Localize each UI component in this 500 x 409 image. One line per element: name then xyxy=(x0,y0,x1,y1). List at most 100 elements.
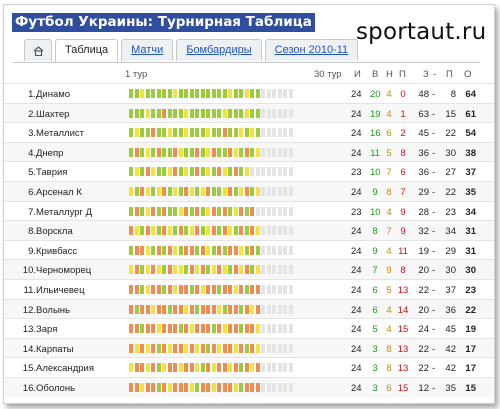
table-row[interactable]: 7. Металлург Д 23 10 4 9 28-23 34 xyxy=(4,200,494,221)
tab-matches[interactable]: Матчи xyxy=(121,39,174,61)
team-rank: 11. xyxy=(23,285,36,296)
form-cell xyxy=(145,245,150,255)
goals-dash: - xyxy=(432,167,436,179)
form-cell xyxy=(145,383,150,392)
form-cell xyxy=(145,128,150,138)
form-cell xyxy=(140,167,144,177)
form-cell xyxy=(206,285,210,294)
draws-count: 8 xyxy=(386,363,392,375)
form-cell xyxy=(145,363,150,373)
form-cell xyxy=(222,304,227,314)
tab-home[interactable] xyxy=(24,39,52,61)
table-row[interactable]: 15. Александрия 24 3 8 13 22-42 17 xyxy=(4,357,494,377)
draws-count: 4 xyxy=(386,245,392,257)
form-cell xyxy=(288,343,293,353)
form-cell xyxy=(222,108,227,118)
form-cell xyxy=(173,304,177,314)
table-row[interactable]: 1. Динамо 24 20 4 0 48- 8 64 xyxy=(4,83,494,103)
table-row[interactable]: 8. Ворскла 24 8 7 9 32-34 31 xyxy=(4,220,494,241)
form-cell xyxy=(250,128,254,138)
form-cell xyxy=(261,285,265,294)
goals-scored: 63 xyxy=(418,108,429,120)
goals-conceded: 15 xyxy=(445,108,456,120)
tab-table[interactable]: Таблица xyxy=(55,39,119,62)
losses-count: 14 xyxy=(397,304,409,316)
form-cell xyxy=(167,187,172,196)
losses-count: 13 xyxy=(397,285,409,296)
table-row[interactable]: 16. Оболонь 24 3 6 15 12-35 15 xyxy=(4,377,494,397)
form-cell xyxy=(272,265,276,275)
form-cell xyxy=(167,265,172,275)
goals-dash: - xyxy=(432,265,436,277)
table-row[interactable]: 12. Волынь 24 6 4 14 20-36 22 xyxy=(4,298,494,319)
form-cell xyxy=(206,343,210,353)
form-cell xyxy=(239,285,243,294)
form-cell xyxy=(272,108,276,118)
wins-count: 20 xyxy=(370,89,381,100)
form-cell xyxy=(244,206,249,216)
form-cell xyxy=(250,147,254,157)
form-cell xyxy=(184,206,188,216)
form-cell xyxy=(272,383,276,392)
table-row[interactable]: 11. Ильичевец 24 6 5 13 22-37 23 xyxy=(4,279,494,299)
form-cell xyxy=(178,324,183,334)
form-cell xyxy=(277,206,282,216)
form-cell xyxy=(283,206,287,216)
table-row[interactable]: 13. Заря 24 5 4 15 24-45 19 xyxy=(4,318,494,338)
team-name: Ильичевец xyxy=(36,285,85,296)
form-cell xyxy=(266,324,271,334)
form-cell xyxy=(129,187,133,196)
form-cell xyxy=(266,245,271,255)
form-cell xyxy=(167,147,172,157)
wins-count: 6 xyxy=(372,304,378,316)
form-cell xyxy=(250,304,254,314)
form-cell xyxy=(167,89,172,98)
form-cell xyxy=(283,324,287,334)
form-cell xyxy=(184,285,188,294)
form-cell xyxy=(217,304,221,314)
table-row[interactable]: 5. Таврия 23 10 7 6 36-27 37 xyxy=(4,161,494,181)
goals-scored: 22 xyxy=(418,343,429,355)
table-row[interactable]: 9. Кривбасс 24 9 4 11 19-29 31 xyxy=(4,239,494,260)
form-cell xyxy=(167,128,172,138)
form-cell xyxy=(283,265,287,275)
goals-conceded: 22 xyxy=(445,187,456,198)
form-cell xyxy=(261,383,265,392)
form-cell xyxy=(217,108,221,118)
form-cell xyxy=(211,147,216,157)
header-conceded: П xyxy=(446,69,453,80)
form-cell xyxy=(228,363,232,373)
form-cell xyxy=(189,383,194,392)
table-row[interactable]: 3. Металлист 24 16 6 2 45-22 54 xyxy=(4,122,494,142)
goals-dash: - xyxy=(432,226,436,238)
games-played: 24 xyxy=(351,147,362,159)
table-row[interactable]: 14. Карпаты 24 3 8 13 22-42 17 xyxy=(4,337,494,358)
form-cell xyxy=(211,108,216,118)
table-row[interactable]: 6. Арсенал К 24 9 8 7 29-22 35 xyxy=(4,181,494,201)
form-cell xyxy=(134,343,139,353)
draws-count: 6 xyxy=(386,383,392,394)
form-cell xyxy=(261,363,265,373)
goals-dash: - xyxy=(432,324,436,336)
tab-scorers[interactable]: Бомбардиры xyxy=(176,39,262,61)
form-cell xyxy=(283,343,287,353)
goals-dash: - xyxy=(432,285,436,296)
form-cell xyxy=(156,226,161,236)
form-cell xyxy=(178,363,183,373)
form-cell xyxy=(189,265,194,275)
table-row[interactable]: 10. Черноморец 24 7 9 8 20-30 30 xyxy=(4,259,494,280)
team-name: Карпаты xyxy=(36,343,74,355)
form-cell xyxy=(211,304,216,314)
team-rank: 1. xyxy=(28,89,36,100)
games-played: 23 xyxy=(351,206,362,218)
form-cell xyxy=(272,187,276,196)
form-cell xyxy=(266,167,271,177)
losses-count: 0 xyxy=(400,89,406,100)
draws-count: 4 xyxy=(386,324,392,336)
goals-conceded: 35 xyxy=(445,383,456,394)
table-row[interactable]: 2. Шахтер 24 19 4 1 63-15 61 xyxy=(4,102,494,123)
form-cell xyxy=(277,383,282,392)
table-row[interactable]: 4. Днепр 24 11 5 8 36-30 38 xyxy=(4,141,494,162)
tab-season[interactable]: Сезон 2010-11 xyxy=(264,39,359,61)
form-cell xyxy=(228,285,232,294)
